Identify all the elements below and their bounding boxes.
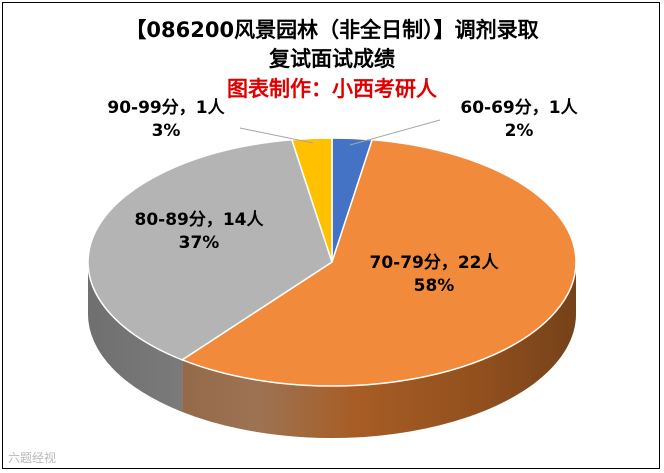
slice-percent-0: 2% xyxy=(505,121,534,141)
leader-line-3 xyxy=(239,127,314,144)
slice-labels: 60-69分，1人 2% 70-79分，22人 58% 80-89分，14人 37% 90-… xyxy=(107,98,578,296)
watermark: 六题经视 xyxy=(8,451,57,465)
slice-percent-2: 37% xyxy=(179,233,220,253)
pie-slice-2 xyxy=(87,138,333,361)
slice-label-0: 60-69分，1人 xyxy=(460,98,578,118)
chart-credit: 图表制作：小西考研人 xyxy=(227,77,437,101)
slice-label-2: 80-89分，14人 xyxy=(134,210,264,230)
slice-label-3: 90-99分，1人 xyxy=(107,98,225,118)
chart-subtitle: 复试面试成绩 xyxy=(269,47,395,71)
slice-percent-1: 58% xyxy=(414,276,455,296)
slice-percent-3: 3% xyxy=(152,121,181,141)
leader-line-0 xyxy=(349,119,441,146)
pie-side-shading xyxy=(88,262,576,438)
pie-slice-1 xyxy=(180,138,577,387)
leader-lines xyxy=(239,119,441,146)
chart-title: 【086200风景园林（非全日制）】调剂录取 xyxy=(125,18,539,42)
pie-slice-3 xyxy=(290,137,333,263)
pie-slices xyxy=(87,137,577,387)
pie-side xyxy=(88,262,577,439)
slice-label-1: 70-79分，22人 xyxy=(369,253,499,273)
